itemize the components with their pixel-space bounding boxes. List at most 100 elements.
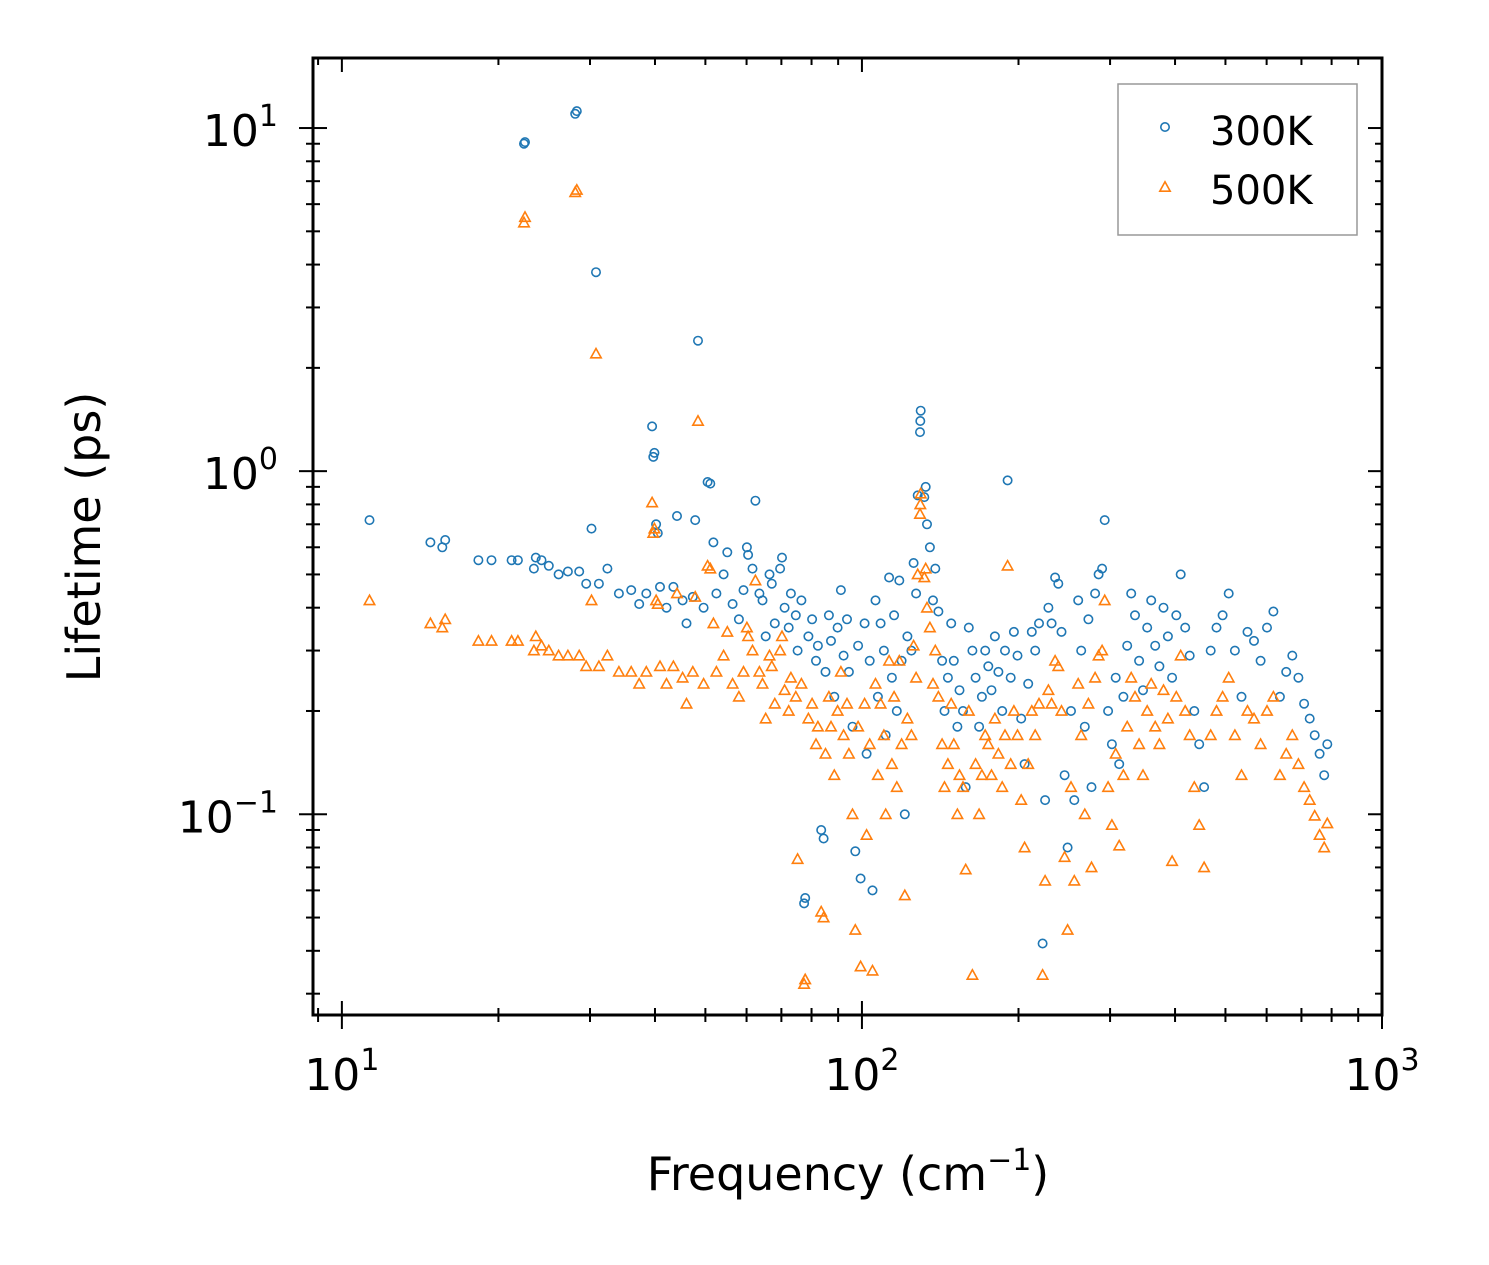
data-point-500k bbox=[759, 711, 773, 724]
data-point-500k bbox=[892, 653, 906, 666]
data-point-300k bbox=[473, 555, 484, 566]
data-point-500k bbox=[688, 590, 702, 602]
data-point-300k bbox=[733, 614, 744, 625]
data-point-300k bbox=[948, 655, 959, 666]
data-point-500k bbox=[748, 573, 762, 586]
data-point-500k bbox=[863, 737, 877, 750]
data-point-500k bbox=[676, 670, 690, 683]
data-point-500k bbox=[1045, 696, 1059, 709]
data-point-500k bbox=[755, 676, 770, 689]
data-point-300k bbox=[613, 588, 624, 599]
data-point-500k bbox=[834, 665, 848, 677]
data-point-500k bbox=[959, 862, 973, 875]
data-point-300k bbox=[785, 588, 796, 599]
data-point-500k bbox=[624, 665, 638, 677]
data-point-500k bbox=[1228, 728, 1242, 741]
data-point-500k bbox=[991, 746, 1005, 759]
data-point-300k bbox=[1110, 672, 1121, 683]
data-point-500k bbox=[765, 659, 779, 672]
data-point-500k bbox=[822, 689, 836, 702]
data-point-300k bbox=[1242, 626, 1253, 637]
data-point-300k bbox=[1002, 475, 1013, 486]
data-point-300k bbox=[1184, 650, 1195, 661]
data-point-500k bbox=[438, 612, 452, 625]
data-point-300k bbox=[908, 557, 919, 568]
data-point-300k bbox=[997, 705, 1008, 716]
data-point-300k bbox=[1005, 672, 1016, 683]
data-point-500k bbox=[1007, 704, 1021, 716]
data-point-500k bbox=[1303, 793, 1317, 806]
data-point-500k bbox=[570, 183, 584, 195]
x-tick-label-exponent: 1 bbox=[360, 1043, 379, 1078]
data-point-300k bbox=[671, 510, 682, 521]
data-point-300k bbox=[571, 106, 582, 117]
data-point-500k bbox=[840, 696, 854, 709]
data-point-500k bbox=[1036, 968, 1050, 981]
data-point-500k bbox=[1317, 840, 1331, 853]
data-point-300k bbox=[942, 672, 953, 683]
data-point-300k bbox=[861, 748, 872, 759]
data-point-300k bbox=[776, 552, 787, 563]
data-point-500k bbox=[1021, 757, 1035, 770]
data-point-300k bbox=[790, 610, 801, 621]
data-point-500k bbox=[659, 676, 674, 689]
data-point-300k bbox=[602, 563, 613, 574]
data-point-500k bbox=[956, 780, 970, 793]
legend-marker-300k bbox=[1160, 122, 1171, 133]
data-point-500k bbox=[900, 711, 914, 724]
data-point-500k bbox=[962, 704, 976, 716]
data-point-300k bbox=[1255, 655, 1266, 666]
data-point-500k bbox=[752, 665, 766, 677]
data-point-500k bbox=[831, 704, 845, 716]
data-point-300k bbox=[705, 478, 716, 489]
data-point-500k bbox=[898, 888, 912, 901]
data-point-500k bbox=[1247, 711, 1261, 724]
data-point-500k bbox=[1291, 757, 1305, 770]
data-point-500k bbox=[877, 728, 891, 741]
data-point-300k bbox=[1322, 739, 1333, 750]
data-point-300k bbox=[626, 585, 637, 596]
data-points bbox=[362, 106, 1334, 990]
data-point-300k bbox=[681, 618, 692, 629]
data-point-500k bbox=[784, 670, 798, 683]
data-point-300k bbox=[779, 602, 790, 613]
data-point-300k bbox=[1059, 770, 1070, 781]
data-point-300k bbox=[581, 578, 592, 589]
data-point-300k bbox=[825, 635, 836, 646]
data-point-500k bbox=[1001, 558, 1015, 571]
data-point-500k bbox=[851, 719, 865, 732]
data-point-300k bbox=[1076, 645, 1087, 656]
x-tick-label: 102 bbox=[824, 1043, 899, 1101]
data-point-300k bbox=[747, 563, 758, 574]
data-point-500k bbox=[1313, 828, 1327, 841]
data-point-300k bbox=[1262, 622, 1273, 633]
data-point-500k bbox=[805, 696, 819, 709]
data-point-300k bbox=[820, 666, 831, 677]
data-point-500k bbox=[709, 665, 723, 677]
data-point-300k bbox=[1103, 705, 1114, 716]
x-tick-label-base: 10 bbox=[304, 1050, 360, 1101]
data-point-300k bbox=[750, 495, 761, 506]
data-point-300k bbox=[894, 575, 905, 586]
data-point-500k bbox=[471, 634, 485, 646]
data-point-300k bbox=[924, 542, 935, 553]
data-point-500k bbox=[914, 486, 928, 499]
data-point-500k bbox=[998, 728, 1012, 741]
data-point-300k bbox=[902, 631, 913, 642]
data-point-300k bbox=[722, 547, 733, 558]
data-point-500k bbox=[579, 659, 593, 672]
data-point-500k bbox=[919, 561, 933, 574]
data-point-500k bbox=[1028, 728, 1042, 741]
data-point-300k bbox=[743, 549, 754, 560]
data-point-300k bbox=[1126, 588, 1137, 599]
data-point-500k bbox=[717, 648, 731, 661]
data-point-500k bbox=[1192, 818, 1206, 831]
data-point-500k bbox=[1101, 780, 1115, 793]
data-point-300k bbox=[590, 267, 601, 278]
data-point-300k bbox=[1118, 691, 1129, 702]
data-point-500k bbox=[1136, 768, 1150, 781]
data-point-500k bbox=[1014, 793, 1028, 806]
data-point-500k bbox=[1169, 689, 1183, 702]
data-point-500k bbox=[818, 746, 833, 759]
data-point-500k bbox=[1308, 808, 1322, 821]
